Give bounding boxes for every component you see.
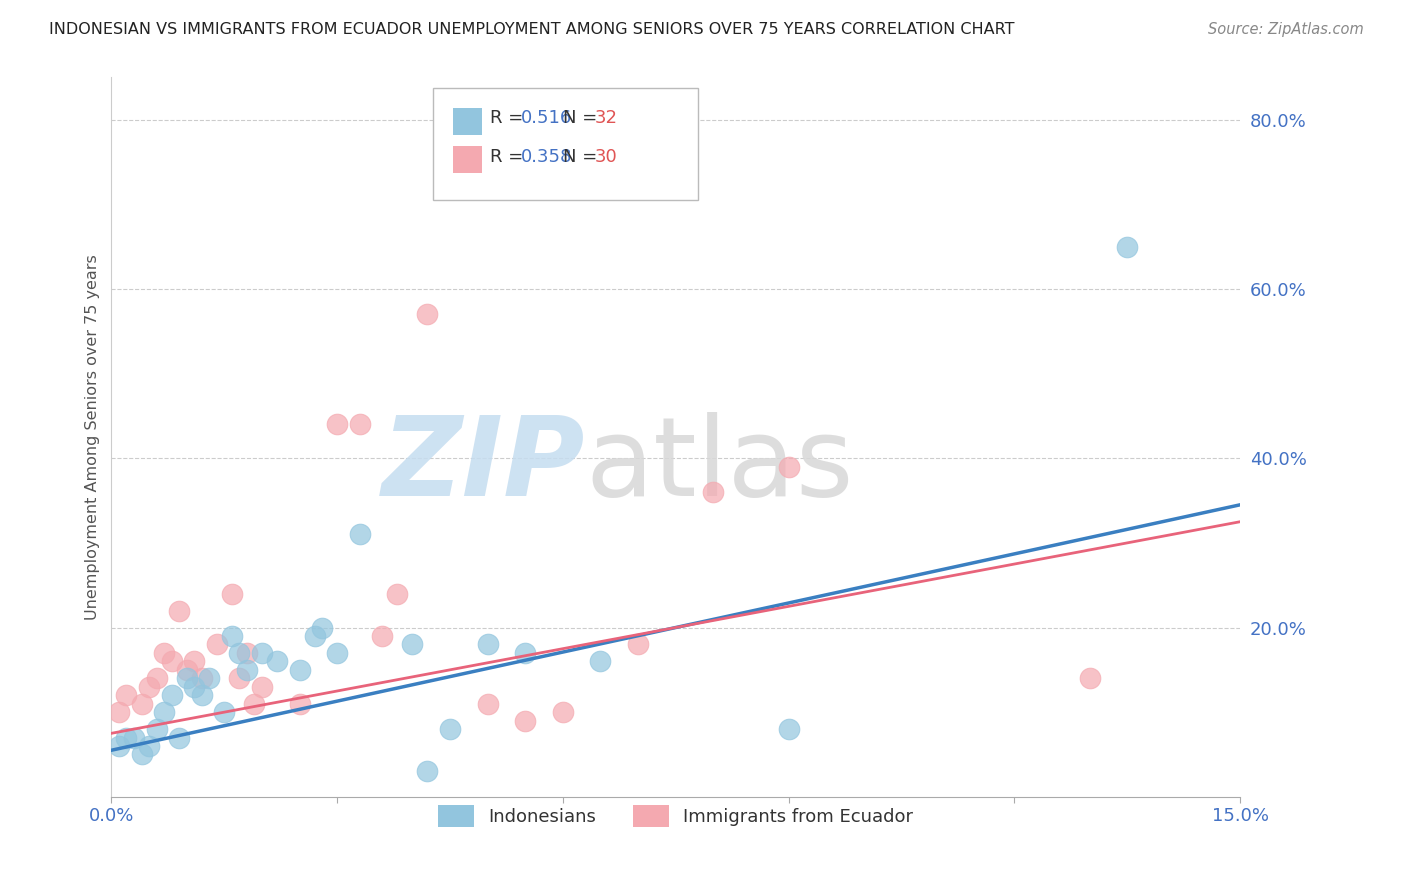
Point bbox=[138, 739, 160, 753]
Point bbox=[145, 722, 167, 736]
Point bbox=[401, 637, 423, 651]
Point bbox=[176, 671, 198, 685]
Point bbox=[214, 705, 236, 719]
Point bbox=[108, 739, 131, 753]
FancyBboxPatch shape bbox=[453, 108, 482, 135]
Point bbox=[138, 680, 160, 694]
Point bbox=[477, 637, 499, 651]
Point bbox=[371, 629, 394, 643]
Point bbox=[288, 697, 311, 711]
Y-axis label: Unemployment Among Seniors over 75 years: Unemployment Among Seniors over 75 years bbox=[86, 254, 100, 620]
Point bbox=[160, 654, 183, 668]
Point bbox=[288, 663, 311, 677]
Point bbox=[589, 654, 612, 668]
Text: R =: R = bbox=[489, 110, 529, 128]
Point bbox=[515, 646, 537, 660]
Text: atlas: atlas bbox=[585, 412, 853, 519]
Point bbox=[236, 663, 259, 677]
Point bbox=[326, 646, 349, 660]
Point bbox=[551, 705, 574, 719]
Point bbox=[311, 621, 333, 635]
Point bbox=[228, 671, 250, 685]
Point bbox=[183, 654, 205, 668]
Text: Source: ZipAtlas.com: Source: ZipAtlas.com bbox=[1208, 22, 1364, 37]
Point bbox=[115, 731, 138, 745]
Point bbox=[627, 637, 650, 651]
Point bbox=[702, 485, 724, 500]
Point bbox=[167, 731, 190, 745]
Point bbox=[153, 705, 176, 719]
Point bbox=[477, 697, 499, 711]
FancyBboxPatch shape bbox=[433, 88, 699, 200]
Text: 0.516: 0.516 bbox=[522, 110, 572, 128]
Text: N =: N = bbox=[562, 110, 603, 128]
Point bbox=[439, 722, 461, 736]
Point bbox=[115, 688, 138, 702]
Point bbox=[167, 604, 190, 618]
Point bbox=[190, 688, 212, 702]
Point bbox=[198, 671, 221, 685]
Legend: Indonesians, Immigrants from Ecuador: Indonesians, Immigrants from Ecuador bbox=[432, 798, 921, 835]
Point bbox=[349, 417, 371, 432]
Point bbox=[416, 764, 439, 779]
Text: 32: 32 bbox=[595, 110, 617, 128]
Point bbox=[131, 747, 153, 762]
Text: R =: R = bbox=[489, 147, 529, 166]
Point bbox=[1078, 671, 1101, 685]
Point bbox=[190, 671, 212, 685]
Text: 30: 30 bbox=[595, 147, 617, 166]
Point bbox=[221, 629, 243, 643]
Point bbox=[183, 680, 205, 694]
Point bbox=[228, 646, 250, 660]
Point bbox=[304, 629, 326, 643]
Point bbox=[778, 459, 800, 474]
Text: N =: N = bbox=[562, 147, 603, 166]
Point bbox=[349, 527, 371, 541]
FancyBboxPatch shape bbox=[453, 145, 482, 173]
Point bbox=[221, 587, 243, 601]
Point bbox=[176, 663, 198, 677]
Point bbox=[1116, 240, 1139, 254]
Point bbox=[205, 637, 228, 651]
Point bbox=[108, 705, 131, 719]
Point bbox=[250, 680, 273, 694]
Point bbox=[160, 688, 183, 702]
Point bbox=[250, 646, 273, 660]
Point bbox=[122, 731, 145, 745]
Point bbox=[153, 646, 176, 660]
Point bbox=[236, 646, 259, 660]
Point bbox=[387, 587, 409, 601]
Text: ZIP: ZIP bbox=[382, 412, 585, 519]
Text: INDONESIAN VS IMMIGRANTS FROM ECUADOR UNEMPLOYMENT AMONG SENIORS OVER 75 YEARS C: INDONESIAN VS IMMIGRANTS FROM ECUADOR UN… bbox=[49, 22, 1015, 37]
Point bbox=[326, 417, 349, 432]
Point bbox=[778, 722, 800, 736]
Text: 0.358: 0.358 bbox=[522, 147, 572, 166]
Point bbox=[131, 697, 153, 711]
Point bbox=[145, 671, 167, 685]
Point bbox=[266, 654, 288, 668]
Point bbox=[515, 714, 537, 728]
Point bbox=[243, 697, 266, 711]
Point bbox=[416, 307, 439, 321]
